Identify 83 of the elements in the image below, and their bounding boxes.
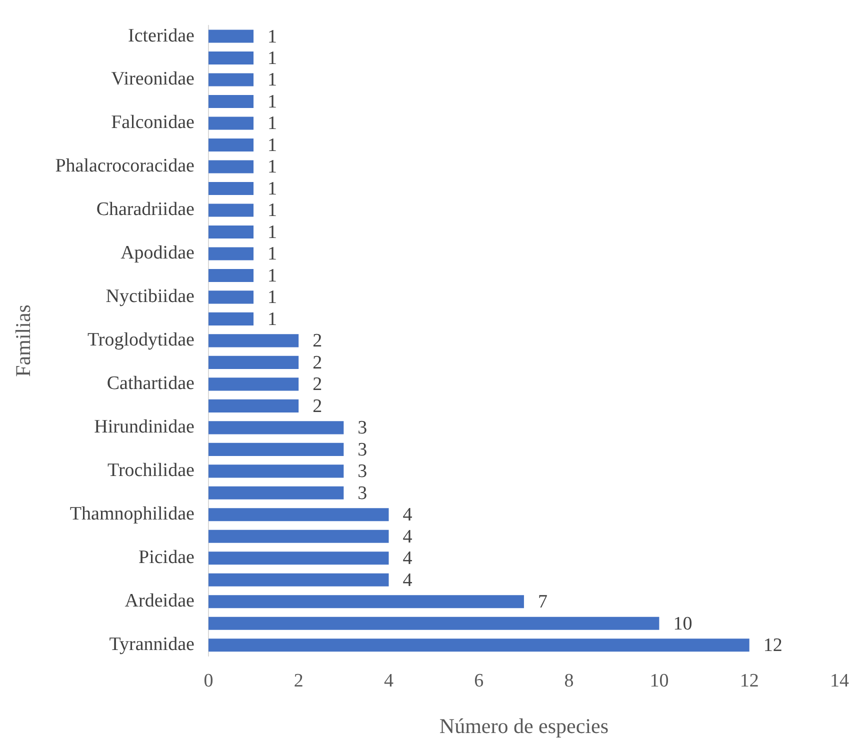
x-tick-label: 14 xyxy=(830,670,850,692)
data-label: 12 xyxy=(763,635,782,656)
bar xyxy=(208,508,389,522)
bar xyxy=(208,552,389,565)
data-label: 7 xyxy=(538,592,548,613)
data-label: 1 xyxy=(268,265,278,286)
x-axis-title: Número de especies xyxy=(439,714,609,738)
y-tick-label: Apodidae xyxy=(120,242,194,264)
bar xyxy=(208,399,299,412)
data-label: 2 xyxy=(312,330,322,352)
y-tick-label: Trochilidae xyxy=(108,460,194,482)
bar xyxy=(208,204,254,217)
data-label: 4 xyxy=(402,526,413,548)
bar xyxy=(208,486,344,500)
data-label: 1 xyxy=(268,200,278,222)
data-label: 3 xyxy=(358,482,368,504)
bar xyxy=(208,182,254,196)
data-label: 1 xyxy=(268,287,278,308)
y-axis-title: Familias xyxy=(11,304,36,377)
data-label: 1 xyxy=(268,156,278,178)
bar xyxy=(208,73,254,86)
data-label: 1 xyxy=(268,113,278,134)
data-label: 4 xyxy=(402,548,413,570)
bar xyxy=(208,116,254,130)
x-tick-label: 4 xyxy=(384,670,394,692)
bar xyxy=(208,638,750,652)
x-tick-label: 2 xyxy=(294,670,304,692)
bar xyxy=(208,312,254,326)
bar xyxy=(208,30,254,43)
y-tick-label: Icteridae xyxy=(128,25,194,46)
bar xyxy=(208,573,389,586)
bar xyxy=(208,225,254,238)
y-tick-label: Ardeidae xyxy=(124,590,194,612)
x-tick-label: 8 xyxy=(564,670,574,692)
bar xyxy=(208,464,344,478)
data-label: 2 xyxy=(312,352,322,374)
data-label: 1 xyxy=(268,308,278,330)
data-label: 3 xyxy=(358,461,368,482)
bar xyxy=(208,530,389,543)
bar xyxy=(208,160,254,174)
bar xyxy=(208,356,299,369)
bar xyxy=(208,138,254,152)
data-label: 1 xyxy=(268,70,278,91)
data-label: 1 xyxy=(268,178,278,200)
bar xyxy=(208,595,524,608)
x-tick-label: 10 xyxy=(650,670,669,692)
data-label: 1 xyxy=(268,244,278,265)
data-label: 1 xyxy=(268,222,278,243)
y-tick-label: Nyctibiidae xyxy=(106,286,194,308)
bar xyxy=(208,334,299,348)
bar xyxy=(208,421,344,434)
bar xyxy=(208,51,254,65)
data-label: 1 xyxy=(268,134,278,156)
data-label: 4 xyxy=(402,570,413,591)
x-tick-label: 0 xyxy=(204,670,214,692)
y-tick-label: Cathartidae xyxy=(106,373,194,394)
y-tick-label: Falconidae xyxy=(111,112,194,134)
data-label: 10 xyxy=(673,613,692,634)
y-tick-label: Vireonidae xyxy=(111,68,194,90)
y-tick-label: Hirundinidae xyxy=(94,416,194,438)
data-label: 3 xyxy=(358,439,368,460)
y-tick-label: Troglodytidae xyxy=(87,330,194,351)
bar xyxy=(208,268,254,282)
bar xyxy=(208,378,299,391)
x-tick-label: 12 xyxy=(740,670,759,692)
y-tick-label: Thamnophilidae xyxy=(70,504,194,525)
bar xyxy=(208,247,254,260)
x-tick-label: 6 xyxy=(474,670,484,692)
y-tick-label: Charadriidae xyxy=(96,199,194,220)
bar xyxy=(208,94,254,108)
y-tick-label: Picidae xyxy=(138,547,194,568)
data-label: 3 xyxy=(358,418,368,439)
data-label: 2 xyxy=(312,396,322,417)
data-label: 4 xyxy=(402,504,413,526)
data-label: 2 xyxy=(312,374,322,396)
bar xyxy=(208,290,254,304)
data-label: 1 xyxy=(268,91,278,112)
y-tick-label: Tyrannidae xyxy=(109,634,194,656)
data-label: 1 xyxy=(268,48,278,69)
y-tick-label: Phalacrocoracidae xyxy=(55,156,194,177)
data-label: 1 xyxy=(268,26,278,48)
bar xyxy=(208,442,344,456)
bar xyxy=(208,616,660,630)
